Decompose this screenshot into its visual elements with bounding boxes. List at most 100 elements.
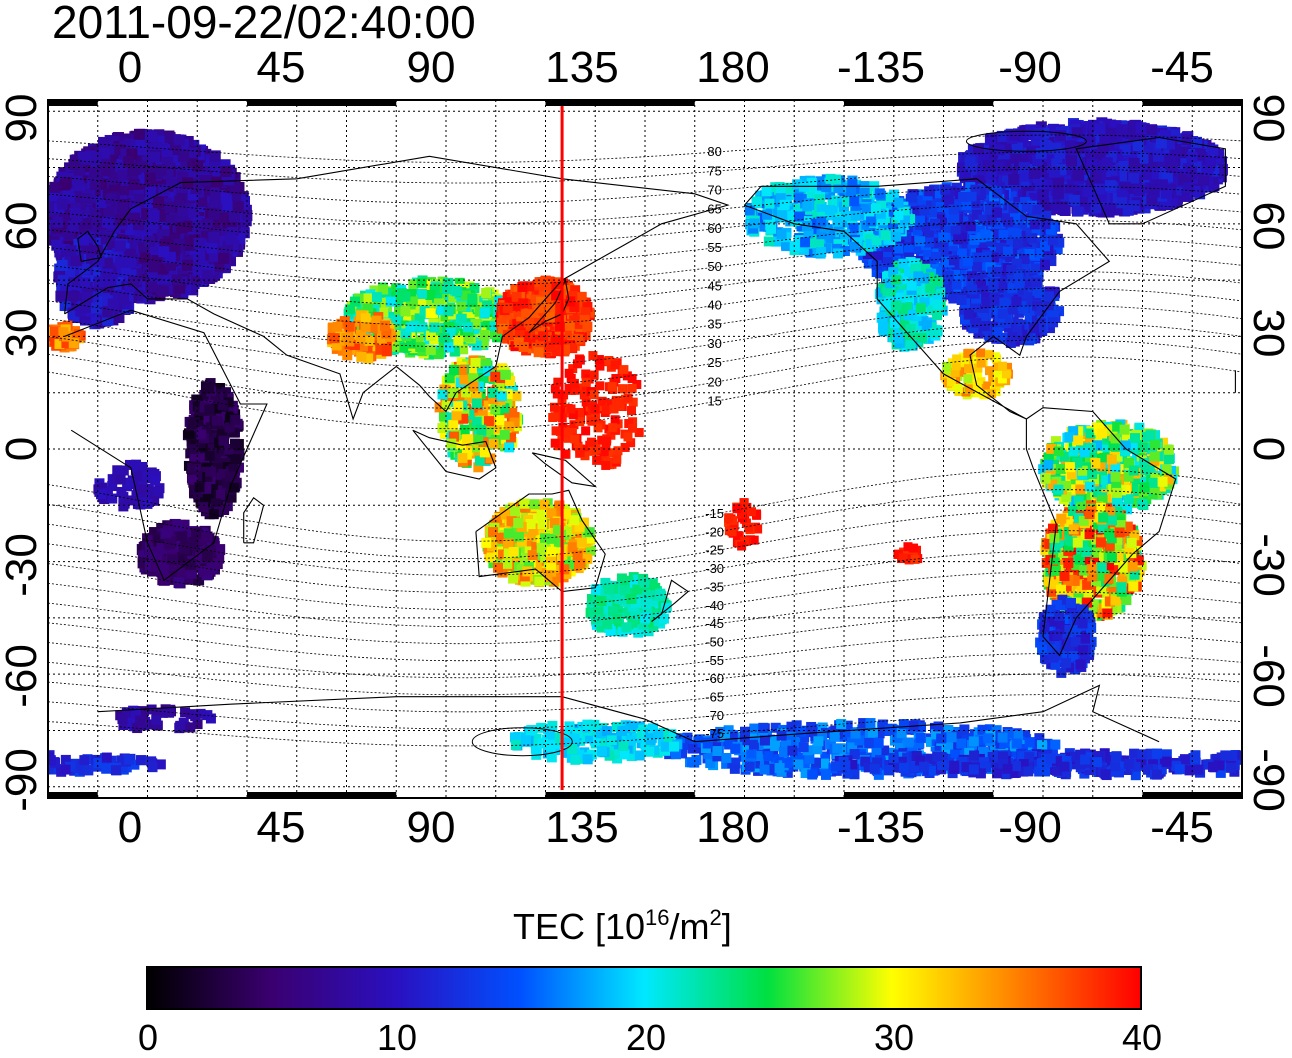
tec-cell: [1142, 141, 1154, 153]
tec-cell: [134, 136, 146, 148]
tec-cell: [978, 152, 990, 164]
tec-cell: [971, 209, 982, 220]
tec-cell: [1028, 167, 1040, 179]
tec-cell: [1071, 127, 1083, 139]
tec-cell: [990, 197, 1001, 208]
tec-cell: [973, 143, 985, 155]
tec-cell: [193, 237, 205, 249]
tec-cell: [187, 189, 199, 201]
tec-cell: [180, 197, 192, 209]
tec-cell: [831, 195, 842, 206]
tec-cell: [1034, 179, 1046, 191]
tec-cell: [1006, 191, 1017, 202]
tec-cell: [1112, 180, 1124, 192]
tec-cell: [853, 229, 864, 240]
tec-cell: [1029, 219, 1040, 230]
tec-cell: [148, 261, 160, 273]
tec-cell: [992, 188, 1003, 199]
tec-cell: [991, 207, 1002, 218]
tec-cell: [211, 170, 223, 182]
tec-cell: [862, 249, 873, 260]
tec-cell: [950, 225, 961, 236]
tec-cell: [964, 157, 976, 169]
tec-cell: [1017, 136, 1029, 148]
tec-cell: [116, 214, 128, 226]
tec-cell: [958, 216, 969, 227]
tec-cell: [832, 206, 843, 217]
tec-cell: [957, 242, 968, 253]
tec-cell: [788, 203, 799, 214]
tec-cell: [891, 217, 902, 228]
tec-cell: [229, 183, 241, 195]
tec-cell: [1161, 187, 1173, 199]
tec-cell: [154, 270, 166, 282]
tec-cell: [923, 230, 934, 241]
tec-cell: [1008, 203, 1019, 214]
tec-cell: [1133, 185, 1145, 197]
tec-cell: [107, 298, 119, 310]
tec-cell: [105, 193, 117, 205]
tec-cell: [196, 196, 208, 208]
tec-cell: [1048, 203, 1060, 215]
tec-cell: [951, 246, 962, 257]
tec-cell: [978, 240, 989, 251]
tec-cell: [1165, 155, 1177, 167]
tec-cell: [1065, 155, 1077, 167]
tec-cell: [989, 252, 1000, 263]
tec-cell: [976, 188, 987, 199]
tec-cell: [128, 212, 140, 224]
tec-cell: [140, 219, 152, 231]
tec-cell: [146, 271, 158, 283]
tec-cell: [809, 224, 820, 235]
tec-cell: [998, 229, 1009, 240]
tec-cell: [232, 200, 244, 212]
tec-cell: [793, 203, 804, 214]
tec-cell: [1019, 246, 1030, 257]
tec-cell: [1137, 152, 1149, 164]
tec-cell: [61, 217, 73, 229]
tec-cell: [210, 200, 222, 212]
tec-cell: [149, 151, 161, 163]
tec-cell: [1156, 179, 1168, 191]
tec-cell: [1011, 258, 1022, 269]
tec-cell: [940, 184, 951, 195]
tec-cell: [1026, 160, 1038, 172]
tec-cell: [1050, 142, 1062, 154]
tec-cell: [1032, 128, 1044, 140]
tec-cell: [128, 164, 140, 176]
tec-cell: [68, 158, 80, 170]
tec-cell: [162, 275, 174, 287]
tec-cell: [125, 224, 137, 236]
tec-cell: [59, 179, 71, 191]
tec-cell: [164, 132, 176, 144]
tec-cell: [912, 241, 923, 252]
tec-cell: [87, 314, 99, 326]
tec-cell: [176, 222, 188, 234]
tec-cell: [1167, 129, 1179, 141]
tec-cell: [144, 165, 156, 177]
tec-cell: [931, 190, 942, 201]
tec-cell: [79, 301, 91, 313]
tec-cell: [55, 290, 67, 302]
tec-data-layer: [48, 117, 1242, 781]
tec-cell: [80, 193, 92, 205]
tec-cell: [67, 220, 79, 232]
tec-cell: [102, 306, 114, 318]
tec-cell: [218, 252, 230, 264]
tec-cell: [108, 143, 120, 155]
tec-cell: [957, 162, 969, 174]
tec-cell: [965, 221, 976, 232]
tec-cell: [1069, 194, 1081, 206]
tec-cell: [199, 174, 211, 186]
tec-cell: [1027, 200, 1038, 211]
tec-cell: [50, 222, 62, 234]
tec-cell: [1202, 180, 1214, 192]
tec-cell: [81, 242, 93, 254]
tec-cell: [88, 167, 100, 179]
tec-cell: [130, 206, 142, 218]
tec-cell: [51, 239, 63, 251]
tec-cell: [1052, 244, 1063, 255]
tec-cell: [1126, 145, 1138, 157]
tec-cell: [234, 232, 246, 244]
tec-cell: [187, 206, 199, 218]
